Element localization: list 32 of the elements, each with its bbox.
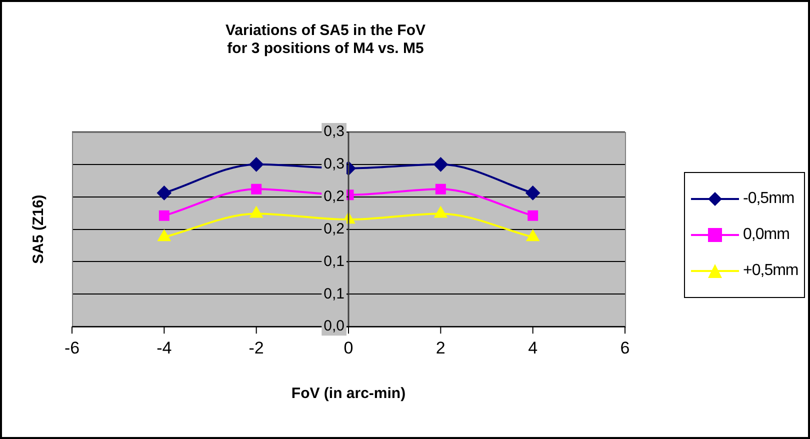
x-tick-label: -2	[248, 338, 264, 358]
point	[158, 210, 170, 221]
legend-label: +0,5mm	[743, 262, 798, 280]
y-tick-label: 0,1	[324, 252, 344, 270]
legend-label: -0,5mm	[743, 190, 794, 208]
chart-title: Variations of SA5 in the FoV for 3 positions of M4 vs. M5	[225, 22, 426, 58]
y-tick-label: 0,3	[324, 123, 344, 140]
x-tick-label: 2	[436, 338, 446, 358]
point	[526, 186, 540, 200]
legend-label: 0,0mm	[743, 226, 790, 244]
point	[249, 157, 264, 172]
x-axis-title: FoV (in arc-min)	[291, 385, 406, 402]
y-tick-label: 0,3	[324, 156, 344, 173]
y-tick-label: 0,0	[324, 318, 344, 335]
y-axis-title: SA5 (Z16)	[30, 194, 48, 264]
x-tick-label: 0	[344, 338, 354, 358]
x-tick-label: -6	[64, 338, 80, 358]
point	[157, 186, 172, 200]
point	[158, 230, 170, 242]
point	[434, 206, 447, 218]
x-tick-label: 6	[620, 338, 630, 358]
y-tick-label: 0,2	[324, 220, 344, 238]
point	[251, 184, 262, 194]
point	[435, 184, 446, 194]
y-tick-label: 0,1	[324, 285, 344, 302]
x-tick-label: 4	[528, 338, 538, 358]
x-tick-label: -4	[156, 338, 172, 358]
y-tick-label: 0,2	[324, 188, 344, 206]
point	[526, 230, 540, 242]
point	[250, 206, 263, 218]
point	[528, 210, 538, 221]
point	[434, 157, 448, 172]
